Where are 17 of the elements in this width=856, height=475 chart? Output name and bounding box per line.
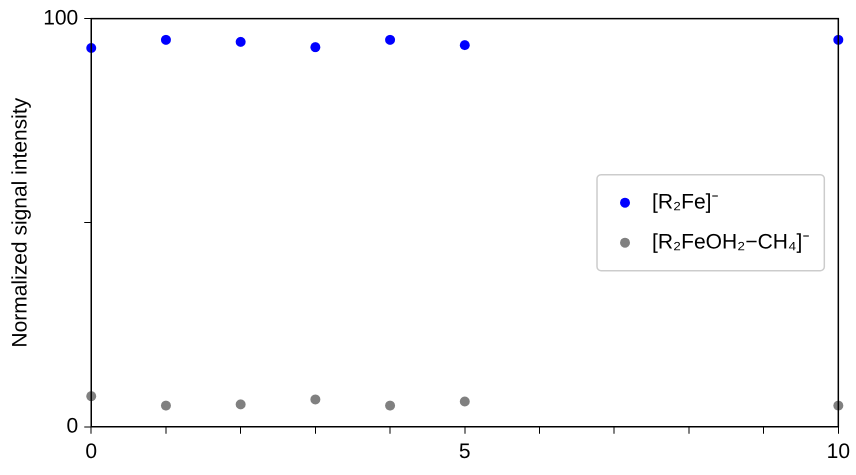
point bbox=[460, 40, 470, 50]
point bbox=[385, 400, 396, 411]
point bbox=[236, 399, 246, 410]
y-axis-title: Normalized signal intensity bbox=[8, 97, 32, 348]
y-tick-label: 100 bbox=[43, 6, 78, 30]
point bbox=[310, 394, 320, 404]
x-tick-label: 10 bbox=[826, 440, 850, 464]
point bbox=[236, 36, 246, 47]
x-tick-label: 5 bbox=[458, 440, 471, 464]
point bbox=[460, 396, 470, 406]
point bbox=[160, 34, 171, 45]
point bbox=[160, 400, 171, 411]
legend-label: [R₂Fe]⁻ bbox=[652, 190, 719, 214]
x-tick-label: 0 bbox=[85, 440, 98, 464]
legend-label: [R₂FeOH₂−CH₄]⁻ bbox=[652, 230, 810, 254]
point bbox=[310, 42, 320, 52]
point bbox=[385, 34, 396, 45]
